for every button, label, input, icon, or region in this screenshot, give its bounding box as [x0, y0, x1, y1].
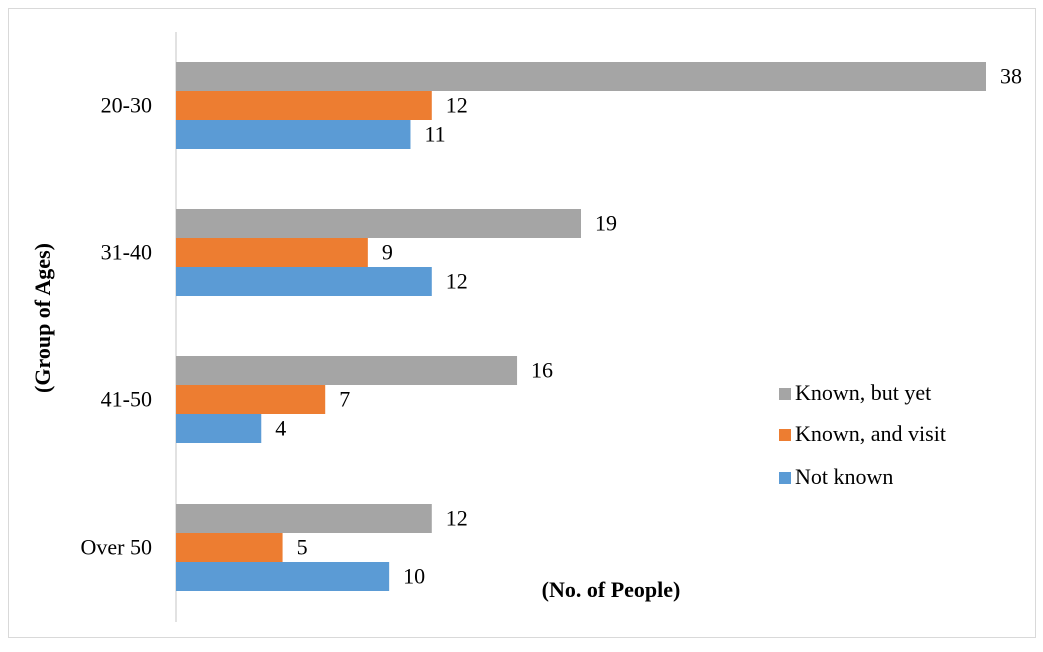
legend-swatch — [779, 429, 791, 441]
data-label: 9 — [382, 240, 393, 265]
data-label: 12 — [446, 506, 468, 531]
category-tick-label: 20-30 — [101, 93, 152, 118]
bar-41-50-series-1 — [176, 356, 518, 385]
bars-group — [176, 62, 986, 591]
category-tick-label: Over 50 — [81, 535, 152, 560]
category-tick-label: 31-40 — [101, 240, 152, 265]
category-tick-label: 41-50 — [101, 387, 152, 412]
data-label: 7 — [339, 387, 350, 412]
data-label: 10 — [403, 564, 425, 589]
data-label: 12 — [446, 93, 468, 118]
bar-31-40-series-3 — [176, 267, 432, 296]
legend: Known, but yet Known, and visit Not known — [779, 380, 946, 489]
bar-20-30-series-3 — [176, 120, 411, 149]
data-label: 5 — [297, 535, 308, 560]
data-label: 4 — [275, 416, 286, 441]
data-label: 12 — [446, 269, 468, 294]
category-ticks: 20-30 31-40 41-50 Over 50 — [81, 93, 152, 560]
bar-over-50-series-2 — [176, 533, 283, 562]
legend-label: Not known — [795, 464, 893, 489]
bar-41-50-series-3 — [176, 414, 262, 443]
data-label: 19 — [595, 211, 617, 236]
data-label: 11 — [424, 122, 445, 147]
bar-over-50-series-1 — [176, 504, 432, 533]
data-label: 38 — [1000, 64, 1022, 89]
x-axis-title: (No. of People) — [542, 577, 681, 602]
bar-20-30-series-1 — [176, 62, 986, 91]
bar-31-40-series-1 — [176, 209, 581, 238]
bar-31-40-series-2 — [176, 238, 368, 267]
bar-over-50-series-3 — [176, 562, 390, 591]
legend-label: Known, but yet — [795, 380, 931, 405]
legend-swatch — [779, 472, 791, 484]
legend-label: Known, and visit — [795, 421, 946, 446]
bar-20-30-series-2 — [176, 91, 432, 120]
legend-swatch — [779, 388, 791, 400]
data-label: 16 — [531, 358, 553, 383]
bar-41-50-series-2 — [176, 385, 326, 414]
y-axis-title: (Group of Ages) — [30, 243, 55, 393]
